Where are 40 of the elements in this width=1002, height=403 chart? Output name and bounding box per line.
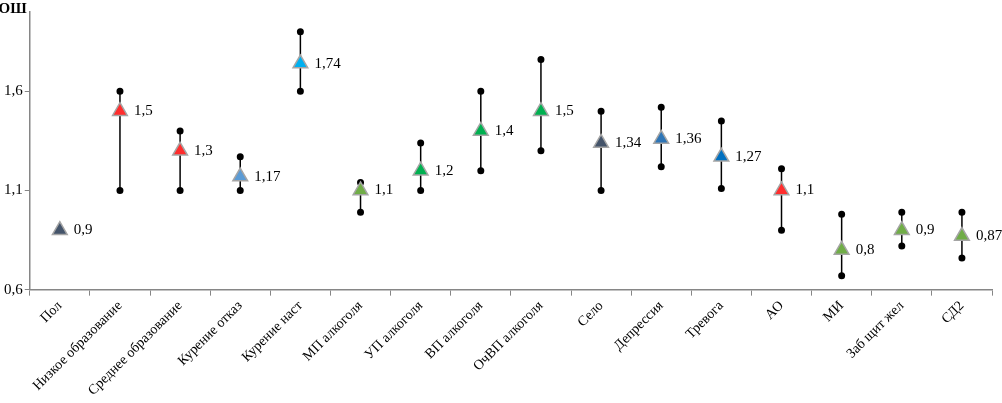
x-tick-label: Пол xyxy=(37,297,65,326)
data-label: 1,27 xyxy=(735,147,763,164)
data-label: 1,2 xyxy=(434,161,454,178)
point xyxy=(773,181,790,196)
data-label: 0,87 xyxy=(975,227,1002,244)
data-label: 0,9 xyxy=(73,221,93,238)
point xyxy=(833,240,850,255)
x-tick-label: СД2 xyxy=(938,297,967,327)
data-label: 1,17 xyxy=(254,167,281,184)
data-label: 1,3 xyxy=(194,141,213,158)
y-tick-label: 1,1 xyxy=(4,181,23,198)
x-tick-label: Село xyxy=(574,297,606,330)
point xyxy=(292,54,309,69)
point xyxy=(953,226,971,242)
point xyxy=(893,220,910,236)
point xyxy=(472,121,489,136)
point xyxy=(532,101,550,117)
point xyxy=(352,181,369,196)
data-label: 1,1 xyxy=(795,181,815,198)
data-label: 1,74 xyxy=(314,54,342,71)
data-label: 0,8 xyxy=(855,240,875,257)
point xyxy=(111,101,129,117)
data-label: 1,1 xyxy=(374,181,394,198)
point xyxy=(592,133,610,148)
point xyxy=(713,147,730,162)
y-axis-title: ОШ xyxy=(0,0,28,17)
data-label: 1,4 xyxy=(494,121,515,138)
point xyxy=(412,161,429,176)
data-label: 1,34 xyxy=(615,133,642,150)
data-label: 1,36 xyxy=(675,129,702,146)
x-tick-label: АО xyxy=(761,297,787,323)
point xyxy=(171,141,189,156)
y-tick-label: 0,6 xyxy=(4,280,24,297)
data-label: 0,9 xyxy=(915,221,935,238)
point xyxy=(232,167,249,182)
data-label: 1,5 xyxy=(133,102,153,119)
point xyxy=(51,220,68,236)
y-tick-label: 1,6 xyxy=(4,82,24,99)
point xyxy=(653,129,670,144)
data-label: 1,5 xyxy=(554,102,574,119)
